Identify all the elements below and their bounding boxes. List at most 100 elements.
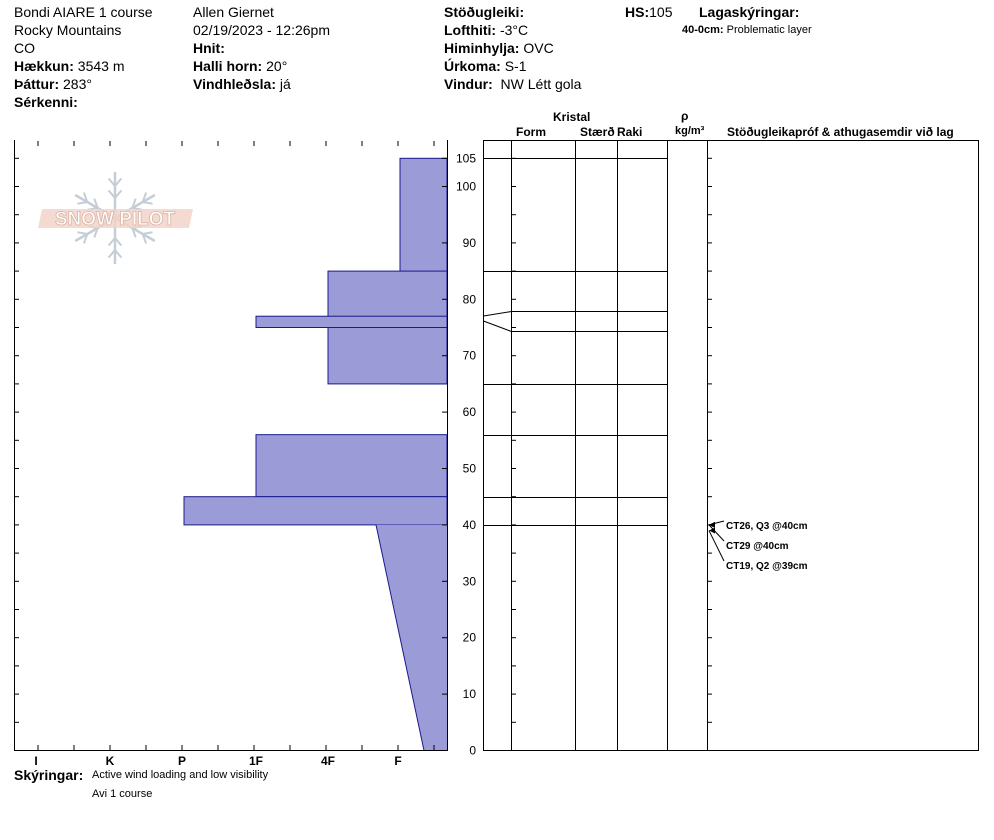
hardness-tick-label: F — [394, 754, 401, 768]
test-arrow — [708, 530, 725, 562]
depth-tick-label: 60 — [463, 405, 477, 419]
observation-datetime: 02/19/2023 - 12:26pm — [193, 22, 330, 38]
snowflake-branch — [141, 233, 148, 244]
test-arrow — [708, 524, 725, 542]
hardness-tick-label: 4F — [321, 754, 335, 768]
wind: Vindur: NW Létt gola — [444, 76, 581, 92]
elevation-label: Hækkun: — [14, 58, 74, 74]
depth-tick-label: 70 — [463, 349, 477, 363]
aspect-value: 283° — [63, 76, 92, 92]
depth-tick-label: 50 — [463, 462, 477, 476]
hardness-bar — [255, 315, 448, 329]
features-label: Sérkenni: — [14, 94, 78, 110]
notes-label: Skýringar: — [14, 767, 84, 783]
aspect: Þáttur: 283° — [14, 76, 92, 92]
air-temp-value: -3°C — [499, 22, 529, 38]
snowflake-branch — [107, 237, 116, 247]
depth-tick-label: 30 — [463, 574, 477, 588]
form-header: Form — [516, 125, 546, 139]
density-unit: kg/m³ — [675, 125, 705, 137]
snowpilot-logo: SNOW PILOT — [38, 172, 193, 264]
hardness-tick-label: I — [34, 754, 37, 768]
depth-tick-label: 100 — [456, 180, 476, 194]
hardness-tick-label: P — [178, 754, 186, 768]
precipitation: Úrkoma: S-1 — [444, 58, 526, 74]
state: CO — [14, 40, 35, 56]
layer-note-text: Problematic layer — [726, 24, 812, 36]
location-name: Bondi AIARE 1 course — [14, 4, 153, 20]
layer-note: 40-0cm: Problematic layer — [682, 24, 812, 36]
depth-tick-label: 20 — [463, 631, 477, 645]
stability-test-label: CT26, Q3 @40cm — [726, 521, 808, 532]
stability-tests-header: Stöðugleikapróf & athugasemdir við lag — [727, 125, 954, 139]
air-temp-label: Lofthiti: — [444, 22, 497, 38]
snowflake-branch — [142, 201, 153, 205]
wetness-header: Raki — [617, 125, 643, 139]
depth-tick-label: 10 — [463, 687, 477, 701]
wind-loading-label: Vindhleðsla: — [193, 76, 276, 92]
hardness-tick-label: 1F — [249, 754, 263, 768]
snowflake-branch — [141, 192, 148, 203]
snowflake-branch — [114, 189, 123, 199]
snowflake-branch — [114, 249, 123, 259]
precip-value: S-1 — [504, 58, 527, 74]
depth-tick-label: 90 — [463, 236, 477, 250]
density-symbol: ρ — [681, 109, 689, 123]
elevation: Hækkun: 3543 m — [14, 58, 125, 74]
hardness-bar-edge — [375, 524, 425, 751]
slope-angle: Halli horn: 20° — [193, 58, 287, 74]
air-temperature: Lofthiti: -3°C — [444, 22, 528, 38]
wind-loading-value: já — [279, 76, 291, 92]
snowflake-branch — [82, 192, 89, 203]
sky-cover: Himinhylja: OVC — [444, 40, 554, 56]
snowflake-branch — [93, 198, 99, 209]
test-arrowhead — [709, 521, 715, 528]
snow-height: HS:105 — [625, 4, 672, 20]
wind-label: Vindur: — [444, 76, 493, 92]
layer-notes-label: Lagaskýringar: — [699, 4, 800, 20]
stability-test-label: CT29 @40cm — [726, 541, 789, 552]
sky-value: OVC — [523, 40, 554, 56]
depth-tick-label: 105 — [456, 151, 476, 165]
depth-tick-label: 80 — [463, 292, 477, 306]
snowflake-branch — [93, 227, 99, 238]
crystal-header: Kristal — [553, 110, 591, 124]
snowflake-branch — [114, 237, 123, 247]
precip-label: Úrkoma: — [444, 58, 501, 74]
layer-boundary — [483, 311, 512, 317]
mountain-range: Rocky Mountains — [14, 22, 122, 38]
stability-label: Stöðugleiki: — [444, 4, 525, 20]
hardness-bar — [376, 524, 447, 751]
snowflake-branch — [131, 198, 137, 209]
hardness-bar — [255, 434, 448, 498]
hardness-bar — [183, 496, 448, 526]
snowflake-branch — [107, 249, 116, 259]
layer-table — [483, 140, 979, 751]
coords-label: Hnit: — [193, 40, 225, 56]
snowflake-branch — [131, 227, 137, 238]
hs-label: HS: — [625, 4, 650, 20]
snowflake-branch — [77, 231, 88, 235]
stability-test-label: CT19, Q2 @39cm — [726, 561, 808, 572]
logo-text: SNOW PILOT — [55, 209, 176, 230]
hs-value: 105 — [649, 4, 673, 20]
snowflake-branch — [107, 177, 116, 187]
layer-note-depth: 40-0cm: — [682, 24, 724, 36]
wind-loading: Vindhleðsla: já — [193, 76, 291, 92]
snowflake-branch — [82, 233, 89, 244]
snowflake-branch — [107, 189, 116, 199]
notes-line-1: Active wind loading and low visibility — [92, 769, 269, 781]
hardness-tick-label: K — [106, 754, 115, 768]
aspect-label: Þáttur: — [14, 76, 60, 92]
depth-tick-label: 0 — [469, 744, 476, 758]
size-header: Stærð — [580, 125, 615, 139]
snowflake-branch — [77, 201, 88, 205]
slope-value: 20° — [266, 58, 288, 74]
elevation-value: 3543 m — [77, 58, 125, 74]
logo-banner — [38, 209, 193, 228]
test-arrowhead — [709, 527, 715, 534]
notes-line-2: Avi 1 course — [92, 788, 153, 800]
wind-value: NW Létt gola — [500, 76, 582, 92]
snowflake-branch — [114, 177, 123, 187]
